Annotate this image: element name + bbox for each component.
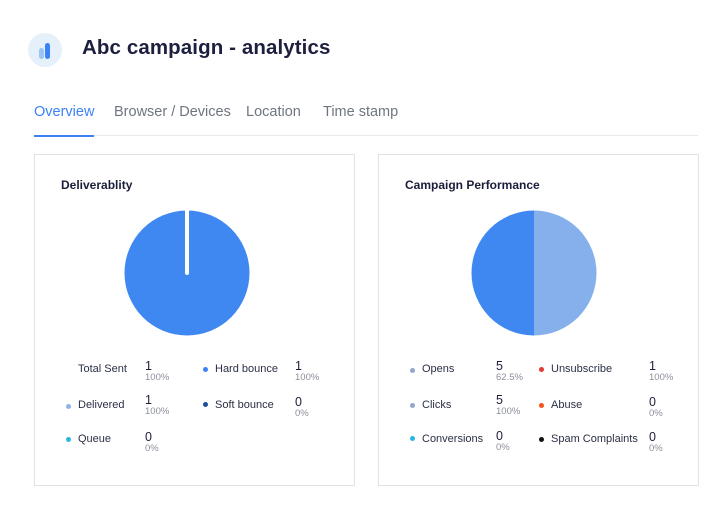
stat-value: 0 [649, 395, 656, 409]
stat-percent: 100% [295, 372, 320, 383]
stat-percent: 0% [145, 443, 159, 454]
tab-bar: Overview Browser / Devices Location Time… [34, 104, 698, 137]
stat-label: Spam Complaints [551, 433, 638, 445]
deliverability-title: Deliverablity [61, 178, 133, 192]
stat-value: 0 [496, 429, 503, 443]
stat-label: Abuse [551, 399, 583, 411]
stat-percent: 100% [496, 406, 521, 417]
stat-percent: 0% [649, 408, 663, 419]
legend-dot [410, 436, 415, 441]
stat-percent: 62.5% [496, 372, 523, 383]
stat-percent: 100% [649, 372, 674, 383]
legend-dot [66, 437, 71, 442]
pie-slice-left [471, 210, 534, 336]
legend-dot [539, 437, 544, 442]
legend-dot [539, 367, 544, 372]
page-title: Abc campaign - analytics [82, 36, 331, 59]
stat-label: Delivered [78, 399, 125, 411]
campaign-performance-card: Campaign Performance Opens 5 62.5% Unsub… [378, 154, 699, 486]
stat-label: Hard bounce [215, 363, 278, 375]
stat-value: 1 [145, 393, 152, 407]
deliverability-card: Deliverablity Total Sent 1 100% Hard bou… [34, 154, 355, 486]
tab-browser-devices[interactable]: Browser / Devices [114, 104, 231, 120]
deliverability-pie-chart [124, 209, 250, 336]
stat-percent: 0% [496, 442, 510, 453]
stat-value: 0 [649, 430, 656, 444]
stat-value: 1 [649, 359, 656, 373]
legend-dot [66, 404, 71, 409]
stat-label: Conversions [422, 433, 484, 445]
stat-value: 5 [496, 393, 503, 407]
campaign-performance-title: Campaign Performance [405, 178, 540, 192]
stat-percent: 0% [295, 408, 309, 419]
page-header: Abc campaign - analytics [28, 32, 330, 68]
stat-percent: 100% [145, 372, 170, 383]
tab-time-stamp[interactable]: Time stamp [323, 104, 399, 120]
stat-value: 5 [496, 359, 503, 373]
stat-percent: 0% [649, 443, 663, 454]
stat-label: Opens [422, 363, 455, 375]
stat-percent: 100% [145, 406, 170, 417]
tab-location[interactable]: Location [246, 104, 301, 120]
bar-chart-icon [28, 33, 62, 67]
stat-value: 0 [145, 430, 152, 444]
legend-dot [539, 403, 544, 408]
stat-label: Unsubscribe [551, 363, 613, 375]
stat-value: 1 [145, 359, 152, 373]
tab-overview[interactable]: Overview [34, 104, 95, 137]
stat-label: Clicks [422, 399, 452, 411]
stat-label: Soft bounce [215, 399, 274, 411]
stat-label: Total Sent [78, 363, 127, 375]
legend-dot [203, 367, 208, 372]
legend-dot [410, 403, 415, 408]
pie-slice-right [534, 210, 597, 336]
legend-dot [203, 402, 208, 407]
legend-dot [410, 368, 415, 373]
campaign-performance-pie-chart [471, 210, 597, 336]
stat-value: 1 [295, 359, 302, 373]
stat-label: Queue [78, 433, 112, 445]
stat-value: 0 [295, 395, 302, 409]
